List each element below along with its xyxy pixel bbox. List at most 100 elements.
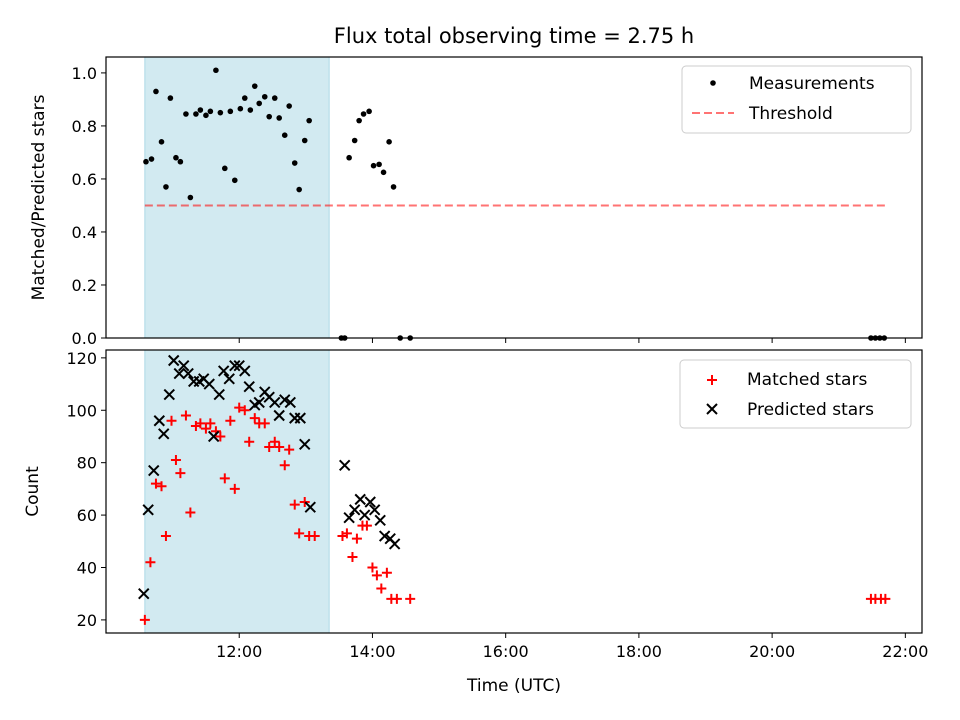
measurement-point xyxy=(386,139,392,145)
measurement-point xyxy=(306,117,312,124)
matched-star-point xyxy=(175,468,186,479)
matched-star-point xyxy=(160,531,171,542)
count-panel-shaded-interval xyxy=(144,349,330,634)
measurement-point xyxy=(281,132,288,139)
x-tick-label: 20:00 xyxy=(749,642,795,661)
predicted-star-point xyxy=(269,396,281,409)
predicted-star-point xyxy=(388,538,401,550)
y-tick-label: 100 xyxy=(66,401,97,420)
predicted-stars-points xyxy=(138,354,401,600)
predicted-star-point xyxy=(374,514,386,527)
matched-star-point xyxy=(367,562,378,573)
y-tick-label: 40 xyxy=(77,558,97,577)
y-tick-label: 0.6 xyxy=(72,170,97,189)
measurement-point xyxy=(286,103,292,109)
threshold-legend-label: Threshold xyxy=(748,104,833,124)
matched-star-point xyxy=(264,441,275,452)
matched-star-point xyxy=(341,528,352,539)
matched-star-point xyxy=(195,418,206,429)
predicted-star-point xyxy=(239,365,251,377)
measurement-point xyxy=(390,184,397,190)
chart-title: Flux total observing time = 2.75 h xyxy=(334,24,694,48)
predicted-star-point xyxy=(173,367,185,380)
matched-star-point xyxy=(244,436,255,447)
x-tick-label: 12:00 xyxy=(216,642,262,661)
matched-star-point xyxy=(156,481,167,492)
y-tick-label: 0.4 xyxy=(72,223,97,242)
matched-legend-marker xyxy=(707,375,717,385)
matched-star-point xyxy=(309,531,320,542)
measurement-point xyxy=(356,117,362,124)
matched-star-point xyxy=(180,410,191,421)
predicted-star-point xyxy=(364,496,376,508)
ratio-y-ticks: 0.0 0.2 0.4 0.6 0.8 1.0 xyxy=(72,64,106,348)
x-tick-label: 16:00 xyxy=(483,642,529,661)
predicted-star-point xyxy=(182,367,194,380)
matched-star-point xyxy=(294,528,305,539)
measurement-point xyxy=(167,95,174,101)
x-tick-label: 22:00 xyxy=(882,642,928,661)
predicted-star-point xyxy=(279,394,291,406)
time-x-axis-label: Time (UTC) xyxy=(466,676,561,696)
x-tick-label: 14:00 xyxy=(349,642,395,661)
predicted-star-point xyxy=(284,396,297,409)
matched-star-point xyxy=(391,593,402,604)
ratio-panel-shaded-interval xyxy=(144,56,330,339)
matched-star-point xyxy=(145,557,156,568)
matched-star-point xyxy=(259,418,270,429)
measurement-point xyxy=(217,109,224,116)
measurement-point xyxy=(227,108,234,115)
matched-star-point xyxy=(376,583,387,594)
measurement-point xyxy=(163,184,169,190)
measurement-point xyxy=(251,83,258,89)
count-panel-frame xyxy=(105,349,923,634)
matched-star-point xyxy=(215,431,226,442)
predicted-star-point xyxy=(148,464,160,477)
matched-star-point xyxy=(150,478,161,489)
measurement-point xyxy=(291,160,298,166)
matched-star-point xyxy=(239,405,250,416)
y-tick-label: 0.8 xyxy=(72,117,97,136)
y-tick-label: 0.2 xyxy=(72,276,97,295)
count-panel: 20 40 60 80 100 120 12:00 14:00 16:00 18:00 20:00… xyxy=(23,349,928,696)
predicted-star-point xyxy=(158,428,170,440)
predicted-star-point xyxy=(354,493,366,506)
matched-star-point xyxy=(279,460,290,471)
matched-star-point xyxy=(274,441,285,452)
matched-star-point xyxy=(299,496,310,507)
measurement-point xyxy=(360,111,367,117)
predicted-star-point xyxy=(338,459,351,472)
measurement-point xyxy=(370,162,377,169)
ratio-panel-frame xyxy=(105,56,923,339)
legend-box xyxy=(679,359,912,429)
y-tick-label: 20 xyxy=(77,611,97,630)
ratio-x-ticks xyxy=(238,338,906,343)
measurement-point xyxy=(183,111,189,117)
predicted-star-point xyxy=(348,504,361,516)
measurement-point xyxy=(221,165,228,172)
measurement-point xyxy=(177,158,184,165)
measurement-point xyxy=(173,154,179,161)
predicted-star-point xyxy=(243,380,255,393)
matched-star-point xyxy=(347,552,358,563)
matched-star-point xyxy=(405,593,416,604)
predicted-star-point xyxy=(153,415,165,427)
count-y-axis-label: Count xyxy=(23,466,43,517)
matched-star-point xyxy=(880,593,891,604)
measurement-point xyxy=(197,107,204,113)
matched-star-point xyxy=(166,415,177,426)
y-tick-label: 80 xyxy=(77,454,97,473)
matched-stars-points xyxy=(139,402,891,625)
measurement-point xyxy=(261,93,268,100)
measurement-point xyxy=(247,107,254,113)
measurement-point xyxy=(158,139,165,145)
y-tick-label: 60 xyxy=(77,506,97,525)
count-legend: Matched stars Predicted stars xyxy=(679,359,912,429)
y-tick-label: 0.0 xyxy=(72,329,97,348)
measurements-legend-marker xyxy=(710,80,716,86)
measurement-point xyxy=(271,95,278,101)
predicted-star-point xyxy=(378,530,391,542)
measurement-point xyxy=(241,95,248,101)
y-tick-label: 120 xyxy=(66,349,97,368)
